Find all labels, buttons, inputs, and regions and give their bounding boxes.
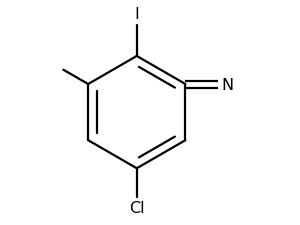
Text: Cl: Cl xyxy=(129,200,145,215)
Text: I: I xyxy=(134,7,139,22)
Text: N: N xyxy=(221,77,233,92)
